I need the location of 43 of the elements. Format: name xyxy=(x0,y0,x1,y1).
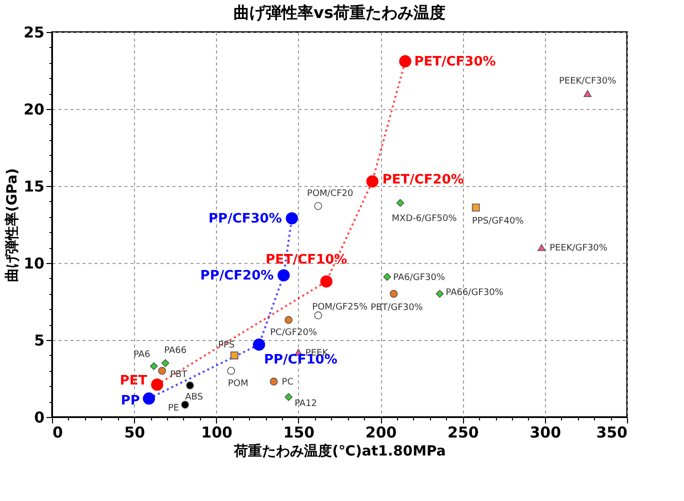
data-label: PP/CF20% xyxy=(200,268,274,284)
y-tick-label: 0 xyxy=(34,408,44,426)
data-label: ABS xyxy=(185,392,204,402)
data-label: PA6/GF30% xyxy=(393,272,446,283)
data-label: POM/CF20 xyxy=(307,189,354,200)
x-tick-label: 150 xyxy=(283,424,315,442)
y-tick-label: 25 xyxy=(24,24,44,42)
data-label: PPS/GF40% xyxy=(472,216,524,227)
y-axis-title: 曲げ弾性率(GPa) xyxy=(4,168,21,282)
x-axis-title: 荷重たわみ温度(℃)at1.80MPa xyxy=(233,442,446,460)
data-label: PA12 xyxy=(294,398,318,409)
x-tick-label: 0 xyxy=(52,424,63,442)
data-label: PET/CF20% xyxy=(382,172,464,188)
data-label: PET xyxy=(120,374,148,389)
data-label: PET/CF30% xyxy=(414,54,496,70)
y-tick-label: 20 xyxy=(24,100,44,118)
data-label: PEEK/GF30% xyxy=(550,244,608,254)
x-tick-label: 300 xyxy=(530,424,562,442)
y-tick-label: 10 xyxy=(24,254,44,272)
data-label: PA6 xyxy=(133,350,150,360)
data-label: POM/GF25% xyxy=(312,302,368,312)
data-label: PP/CF30% xyxy=(208,211,282,226)
data-label: POM xyxy=(228,378,248,389)
y-tick-label: 5 xyxy=(34,332,44,350)
data-label: PBT/GF30% xyxy=(370,302,424,313)
data-label: PA66/GF30% xyxy=(446,288,504,298)
data-label: PET/CF10% xyxy=(266,252,348,268)
x-tick-label: 50 xyxy=(124,424,146,442)
data-label: PBT xyxy=(170,370,188,380)
y-tick-label: 15 xyxy=(24,178,44,196)
x-tick-label: 200 xyxy=(365,424,397,442)
x-tick-label: 100 xyxy=(201,424,232,442)
x-tick-label: 350 xyxy=(596,424,628,442)
data-label: PA66 xyxy=(164,346,187,356)
data-label: PC/GF20% xyxy=(270,328,318,338)
data-label: MXD-6/GF50% xyxy=(392,214,458,224)
data-label: PC xyxy=(282,378,294,388)
data-label: PPS xyxy=(218,340,235,350)
data-label: PEEK/CF30% xyxy=(558,76,617,87)
data-label: PE xyxy=(168,404,180,414)
data-label: PP xyxy=(120,394,140,409)
x-tick-label: 250 xyxy=(448,424,479,442)
chart-title: 曲げ弾性率vs荷重たわみ温度 xyxy=(234,3,446,22)
